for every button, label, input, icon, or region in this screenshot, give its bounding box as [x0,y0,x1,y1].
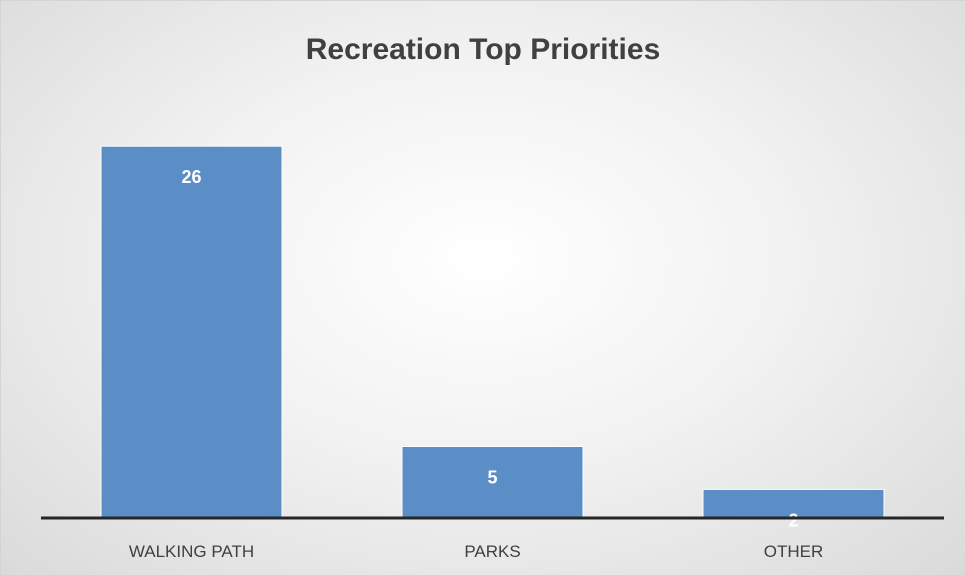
data-label: 26 [181,167,201,187]
bar-other [702,488,885,519]
x-tick-label: OTHER [764,542,824,561]
x-tick-label: WALKING PATH [129,542,254,561]
x-tick-label: PARKS [464,542,520,561]
bar-walking-path [100,145,283,519]
data-label: 2 [788,510,798,530]
chart-title: Recreation Top Priorities [305,33,661,66]
bar-parks [401,446,584,519]
data-label: 5 [487,468,497,488]
